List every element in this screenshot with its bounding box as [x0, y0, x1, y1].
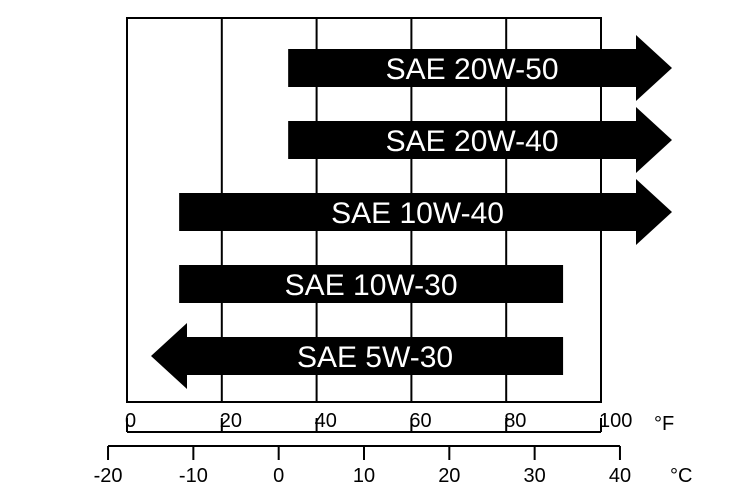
celsius-tick-label: 40: [609, 465, 631, 487]
fahrenheit-tick-label: 40: [315, 410, 337, 432]
celsius-tick-label: 30: [524, 465, 546, 487]
fahrenheit-tick-label: 60: [409, 410, 431, 432]
celsius-axis: -20 -10 0 10 20 30 40: [94, 445, 631, 487]
celsius-tick-label: -10: [179, 465, 208, 487]
viscosity-bar-label: SAE 10W-40: [331, 197, 504, 230]
celsius-tick-label: 20: [438, 465, 460, 487]
viscosity-bar-shape: [288, 107, 672, 173]
viscosity-bars: SAE 20W-50 SAE 20W-40 SAE 10W-40 SAE 10W-30…: [151, 35, 672, 389]
viscosity-bar-shape: [288, 35, 672, 101]
fahrenheit-tick-label: 20: [220, 410, 242, 432]
fahrenheit-tick-label: 80: [504, 410, 526, 432]
fahrenheit-unit-label: °F: [654, 413, 674, 435]
celsius-tick-label: 0: [273, 465, 284, 487]
viscosity-bar: SAE 5W-30: [151, 323, 564, 389]
fahrenheit-tick-label: 100: [599, 410, 632, 432]
celsius-tick-label: -20: [94, 465, 123, 487]
viscosity-bar: SAE 20W-40: [288, 107, 672, 173]
viscosity-bar-shape: [151, 323, 564, 389]
viscosity-bar: SAE 20W-50: [288, 35, 672, 101]
viscosity-bar-label: SAE 20W-40: [386, 125, 559, 158]
fahrenheit-axis: 0 20 40 60 80 100: [125, 410, 632, 433]
viscosity-bar: SAE 10W-30: [179, 265, 564, 303]
viscosity-bar-shape: [179, 265, 564, 303]
viscosity-bar: SAE 10W-40: [179, 179, 672, 245]
viscosity-bar-label: SAE 5W-30: [297, 341, 453, 374]
viscosity-bar-label: SAE 10W-30: [285, 269, 458, 302]
celsius-unit-label: °C: [670, 465, 692, 487]
viscosity-bar-label: SAE 20W-50: [386, 53, 559, 86]
celsius-tick-label: 10: [353, 465, 375, 487]
fahrenheit-tick-label: 0: [125, 410, 136, 432]
viscosity-bar-shape: [179, 179, 672, 245]
